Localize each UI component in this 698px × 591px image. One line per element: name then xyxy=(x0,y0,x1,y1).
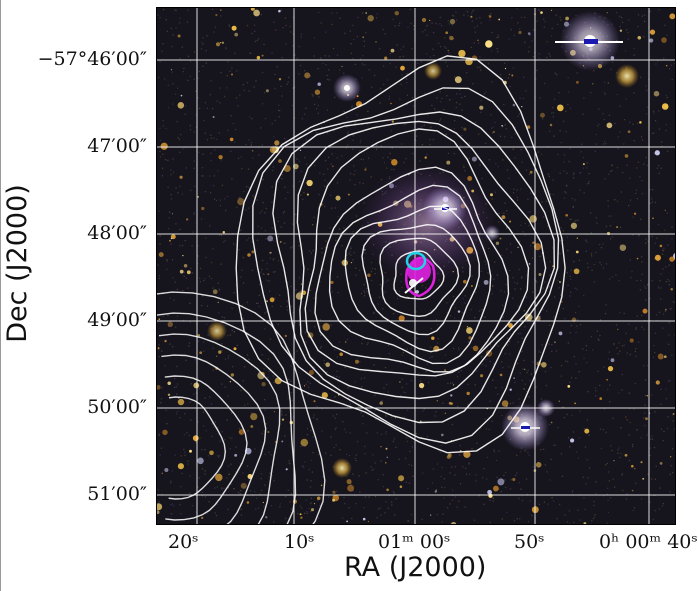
sky-image-panel xyxy=(156,7,676,525)
cyan-marker xyxy=(405,251,427,271)
bright-star-lower-right xyxy=(501,403,549,451)
x-axis-label: RA (J2000) xyxy=(344,552,487,583)
y-tick-label: 51′00″ xyxy=(87,483,147,505)
sky-field-image xyxy=(157,8,675,524)
coordinate-grid xyxy=(157,8,675,524)
y-tick-label: 48′00″ xyxy=(87,222,147,244)
y-tick-label: 50′00″ xyxy=(87,396,147,418)
y-tick-label: −57°46′00″ xyxy=(37,48,147,70)
radio-contours xyxy=(157,55,566,524)
x-tick-label: 0ʰ 00ᵐ 40ˢ xyxy=(599,531,698,553)
x-tick-label: 10ˢ xyxy=(284,531,315,553)
x-tick-label: 20ˢ xyxy=(168,531,199,553)
x-tick-label: 50ˢ xyxy=(514,531,545,553)
y-tick-label: 47′00″ xyxy=(87,135,147,157)
cluster-center-markers xyxy=(404,251,436,298)
y-tick-label: 49′00″ xyxy=(87,309,147,331)
left-edge-line xyxy=(0,0,1,591)
cluster-glow xyxy=(357,163,497,283)
bright-star-top-right xyxy=(555,11,623,71)
bright-star-top-left xyxy=(333,74,361,102)
x-tick-label: 01ᵐ 00ˢ xyxy=(378,531,451,553)
bright-star-right-edge xyxy=(207,62,639,478)
y-axis-label: Dec (J2000) xyxy=(1,184,33,343)
